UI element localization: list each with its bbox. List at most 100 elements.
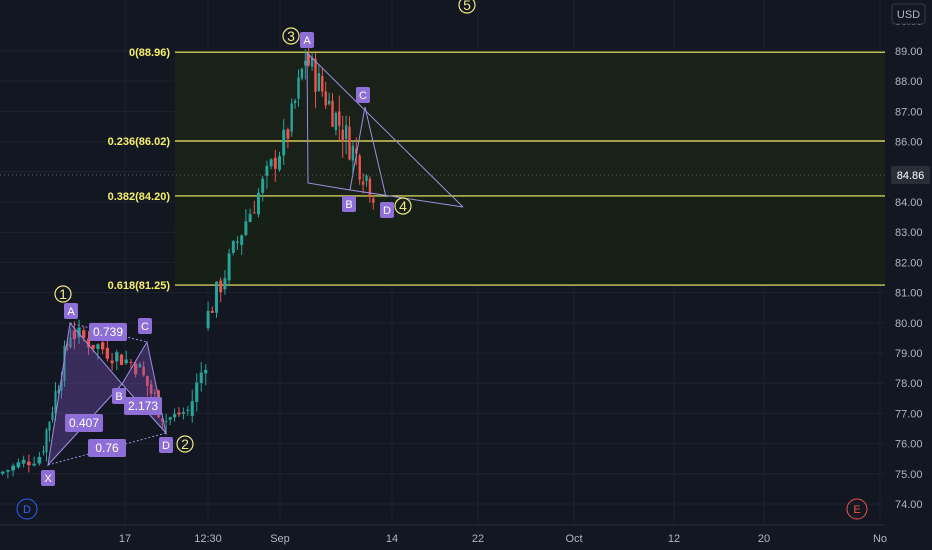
time-tick-label: 22 — [472, 533, 484, 545]
pattern-point-badge[interactable] — [300, 32, 314, 48]
candle-body — [269, 159, 273, 167]
price-tick-label: 79.00 — [895, 348, 923, 360]
pattern-point-badge[interactable] — [138, 318, 152, 334]
fib-level-label: 0(88.96) — [129, 47, 170, 59]
time-tick-label: Oct — [565, 533, 582, 545]
price-tick-label: 83.00 — [895, 227, 923, 239]
candle-body — [286, 129, 290, 139]
candle-body — [186, 409, 190, 411]
candle-body — [348, 126, 351, 160]
candle-body — [297, 77, 300, 99]
candle-body — [310, 57, 314, 67]
elliott-wave-number: 3 — [287, 28, 295, 44]
candle-body — [324, 91, 327, 106]
candle-body — [300, 68, 304, 79]
event-marker-earnings[interactable]: E — [846, 498, 868, 520]
fib-zone-upper — [175, 50, 885, 196]
candle-body — [365, 175, 368, 182]
elliott-wave-circle[interactable] — [458, 0, 476, 14]
candle-body — [161, 418, 164, 422]
pattern-point-label: C — [141, 321, 149, 333]
elliott-wave-circle[interactable] — [282, 27, 300, 45]
elliott-wave-circle[interactable] — [54, 285, 72, 303]
pattern-point-badge[interactable] — [356, 87, 370, 103]
elliott-wave-circle[interactable] — [394, 197, 412, 215]
fib-zone-lower — [175, 196, 885, 285]
candle-body — [227, 253, 231, 281]
pattern-point-badge[interactable] — [64, 303, 78, 319]
candle-body — [304, 60, 307, 66]
price-tick-label: 89.00 — [895, 46, 923, 58]
candle-body — [42, 451, 45, 453]
candle-body — [129, 361, 133, 363]
candle-body — [54, 391, 57, 414]
currency-badge[interactable]: USD — [891, 3, 926, 25]
pattern-point-badge[interactable] — [112, 388, 126, 404]
price-tick-label: 82.00 — [895, 257, 923, 269]
candle-body — [142, 366, 145, 376]
candle-body — [273, 157, 277, 169]
candle-body — [195, 382, 199, 402]
price-tick-label: 77.00 — [895, 408, 923, 420]
candle-body — [210, 310, 214, 313]
pattern-ratio-label: 0.76 — [95, 441, 119, 455]
candle-body — [181, 412, 185, 414]
pattern-ratio-badge[interactable] — [124, 397, 162, 415]
candle-body — [338, 111, 341, 126]
candle-body — [219, 280, 223, 293]
event-marker-dividend[interactable]: D — [16, 498, 38, 520]
elliott-wave-number: 2 — [181, 436, 189, 452]
time-axis[interactable]: 17 12:30 Sep 14 22 Oct 12 20 No — [0, 524, 887, 545]
price-tick-label: 78.00 — [895, 378, 923, 390]
candle-body — [27, 461, 31, 466]
pattern-point-badge[interactable] — [342, 196, 356, 212]
harmonic-pattern-xabcd[interactable]: X A B C D 0.739 0.407 2.173 0.76 — [41, 303, 173, 486]
pattern-point-label: B — [115, 391, 122, 403]
candle-body — [199, 372, 203, 383]
candle-body — [177, 412, 181, 415]
candle-body — [69, 337, 72, 348]
candle-body — [317, 73, 321, 91]
pattern-ratio-badge[interactable] — [89, 323, 127, 341]
candle-body — [223, 278, 227, 290]
candle-body — [105, 347, 110, 359]
fib-level-label: 0.382(84.20) — [108, 191, 171, 203]
candle-body — [48, 422, 51, 431]
last-price-badge: 84.86 — [891, 166, 930, 184]
candle-body — [265, 165, 269, 176]
pattern-ratio-badge[interactable] — [65, 414, 103, 432]
pattern-point-badge[interactable] — [41, 470, 55, 486]
candle-body — [51, 412, 54, 420]
candle-body — [204, 369, 208, 374]
candle-body — [16, 462, 21, 468]
candle-body — [231, 241, 235, 253]
candle-body — [32, 463, 36, 466]
pattern-point-badge[interactable] — [159, 437, 173, 453]
candlesticks — [0, 46, 375, 479]
fibonacci-levels[interactable]: 0(88.96) 0.236(86.02) 0.382(84.20) 0.618(81… — [108, 47, 885, 292]
candle-body — [124, 359, 128, 364]
candle-body — [164, 421, 168, 423]
time-tick-label: 12:30 — [194, 533, 222, 545]
pattern-ratio-badge[interactable] — [88, 439, 126, 457]
candle-body — [331, 100, 334, 127]
candle-body — [91, 344, 95, 349]
pattern-point-badge[interactable] — [380, 202, 394, 218]
candle-body — [110, 360, 114, 364]
candle-body — [96, 344, 100, 349]
candle-body — [261, 178, 265, 193]
elliott-wave-labels[interactable]: 1 2 3 4 5 — [54, 0, 476, 453]
candle-body — [57, 390, 60, 393]
candle-body — [282, 129, 286, 156]
candle-body — [334, 112, 338, 131]
candle-body — [6, 470, 10, 472]
price-axis-panel — [885, 0, 932, 550]
candle-body — [314, 58, 317, 92]
elliott-wave-number: 5 — [463, 0, 471, 13]
elliott-wave-circle[interactable] — [176, 435, 194, 453]
candle-body — [344, 125, 348, 140]
price-tick-label: 87.00 — [895, 106, 923, 118]
candle-body — [240, 235, 244, 245]
candle-body — [307, 54, 310, 66]
